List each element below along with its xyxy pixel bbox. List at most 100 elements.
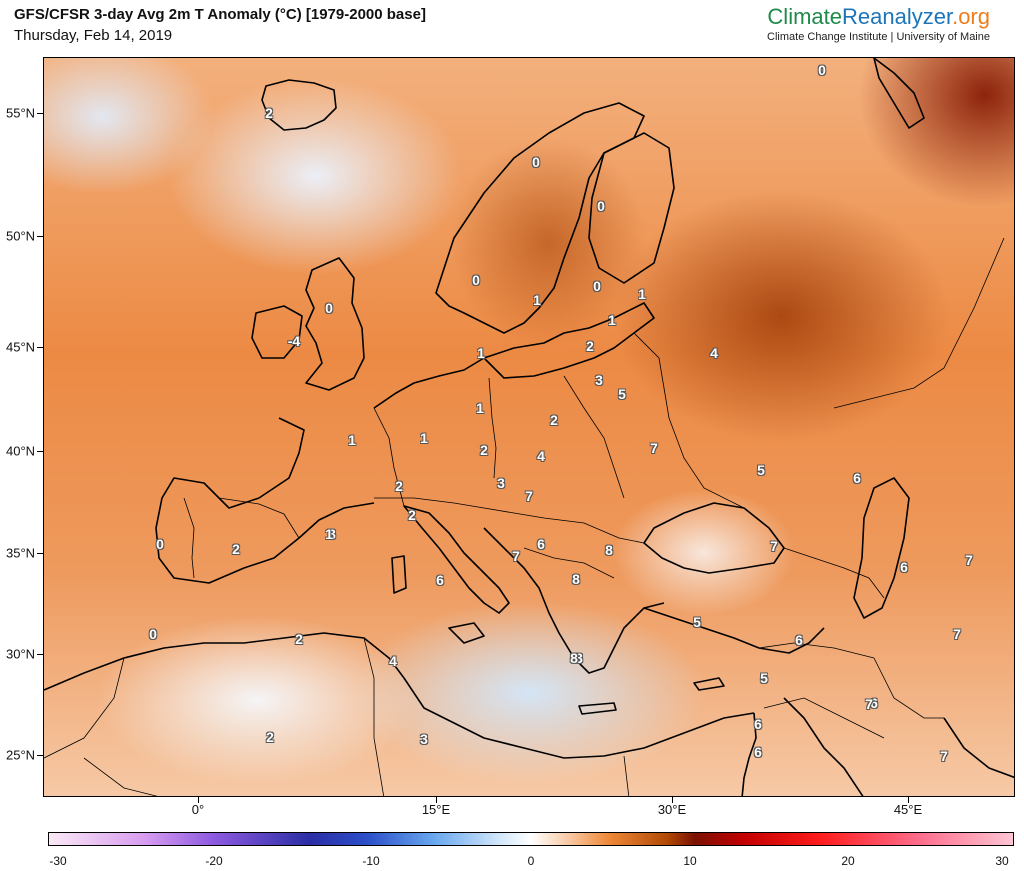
contour-label: 8 xyxy=(570,650,578,666)
contour-label: 5 xyxy=(693,614,701,630)
lon-label: 0° xyxy=(191,802,205,817)
contour-label: 0 xyxy=(472,272,480,288)
border-balkans-inner xyxy=(523,547,615,579)
lon-tick xyxy=(908,797,909,803)
contour-label: 1 xyxy=(476,400,484,416)
contour-label: 1 xyxy=(477,345,485,361)
map-title: GFS/CFSR 3-day Avg 2m T Anomaly (°C) [19… xyxy=(14,6,426,23)
contour-label: 8 xyxy=(605,542,613,558)
border-algeria-libya xyxy=(363,637,385,796)
contour-label: 6 xyxy=(795,632,803,648)
lon-label: 45°E xyxy=(893,802,923,817)
border-balkans xyxy=(513,512,645,544)
contour-label: 6 xyxy=(900,559,908,575)
lat-label: 55°N xyxy=(6,105,36,121)
novaya-zemlya-outline xyxy=(873,58,925,129)
contour-label: 0 xyxy=(532,154,540,170)
levant-coast xyxy=(741,712,757,796)
britain-outline xyxy=(305,257,365,391)
contour-label: 1 xyxy=(420,430,428,446)
persian-gulf-coast xyxy=(943,717,1014,779)
contour-label: 2 xyxy=(232,541,240,557)
anomaly-map: 2 0 0 0 0 1 0 1 -4 1 2 1 0 3 5 4 1 2 1 1… xyxy=(43,57,1015,797)
finland-outline xyxy=(588,132,675,284)
crete-outline xyxy=(578,702,617,715)
border-algeria-morocco xyxy=(44,657,125,759)
contour-label: 1 xyxy=(348,432,356,448)
colorbar-tick: -30 xyxy=(49,854,67,868)
contour-label: 2 xyxy=(266,729,274,745)
atlantic-europe-coast xyxy=(155,417,375,584)
contour-label: 7 xyxy=(953,626,961,642)
contour-label: 2 xyxy=(295,631,303,647)
map-date: Thursday, Feb 14, 2019 xyxy=(14,27,173,44)
contour-label: 3 xyxy=(420,731,428,747)
border-russia-west xyxy=(633,332,745,509)
contour-label: -4 xyxy=(287,333,301,349)
lon-tick xyxy=(436,797,437,803)
lat-label: 25°N xyxy=(6,747,36,763)
north-sea-coast xyxy=(373,357,485,409)
contour-label: 5 xyxy=(618,386,626,402)
red-sea-coast xyxy=(783,697,864,796)
border-mali-niger xyxy=(83,757,158,796)
lat-tick xyxy=(37,113,43,114)
colorbar-tick: -10 xyxy=(362,854,380,868)
colorbar-tick: 10 xyxy=(683,854,697,868)
border-spain-portugal xyxy=(183,497,195,579)
lat-label: 35°N xyxy=(6,545,36,561)
contour-label: 3 xyxy=(328,526,336,542)
contour-label: 3 xyxy=(595,372,603,388)
lat-label: 50°N xyxy=(6,228,36,244)
contour-label: 6 xyxy=(870,695,878,711)
brand-subtitle: Climate Change Institute | University of… xyxy=(767,31,990,43)
color-bar xyxy=(48,832,1014,846)
lon-label: 15°E xyxy=(421,802,451,817)
contour-label: 7 xyxy=(650,440,658,456)
north-africa-coast xyxy=(44,632,755,759)
iceland-outline xyxy=(261,79,337,131)
contour-label: 6 xyxy=(436,572,444,588)
contour-label: 1 xyxy=(638,286,646,302)
lon-label: 30°E xyxy=(657,802,687,817)
contour-label: 5 xyxy=(760,670,768,686)
coastline-layer xyxy=(44,58,1014,796)
contour-label: 7 xyxy=(525,488,533,504)
border-poland-ukraine xyxy=(563,375,625,499)
contour-label: 4 xyxy=(389,653,397,669)
baltic-coast xyxy=(483,302,655,379)
contour-label: 8 xyxy=(572,571,580,587)
contour-label: 7 xyxy=(512,548,520,564)
contour-label: 4 xyxy=(710,345,718,361)
ireland-outline xyxy=(251,305,303,359)
brand-logo[interactable]: ClimateReanalyzer.org xyxy=(767,4,990,30)
lat-label: 45°N xyxy=(6,339,36,355)
border-libya-egypt xyxy=(623,755,630,796)
contour-label: 7 xyxy=(770,538,778,554)
border-turkey-syria xyxy=(758,642,875,659)
contour-label: 0 xyxy=(156,536,164,552)
contour-label: 6 xyxy=(754,744,762,760)
colorbar-tick: 30 xyxy=(995,854,1009,868)
colorbar-tick: -20 xyxy=(205,854,223,868)
italy-outline xyxy=(403,505,510,614)
caspian-outline xyxy=(853,477,910,619)
contour-label: 7 xyxy=(965,552,973,568)
contour-label: 5 xyxy=(757,462,765,478)
contour-label: 6 xyxy=(537,536,545,552)
lon-tick xyxy=(672,797,673,803)
contour-label: 2 xyxy=(265,105,273,121)
contour-label: 3 xyxy=(575,650,583,666)
contour-label: 7 xyxy=(865,696,873,712)
brand-part1: Climate xyxy=(767,4,842,29)
brand-part2: Reanalyzer xyxy=(842,4,953,29)
lat-tick xyxy=(37,553,43,554)
sicily-outline xyxy=(448,622,485,644)
contour-label: 4 xyxy=(537,448,545,464)
lon-tick xyxy=(198,797,199,803)
lat-tick xyxy=(37,755,43,756)
balkan-greece-coast xyxy=(483,527,665,674)
scandinavia-outline xyxy=(435,102,645,334)
border-germany-poland xyxy=(488,377,497,479)
contour-label: 1 xyxy=(533,292,541,308)
